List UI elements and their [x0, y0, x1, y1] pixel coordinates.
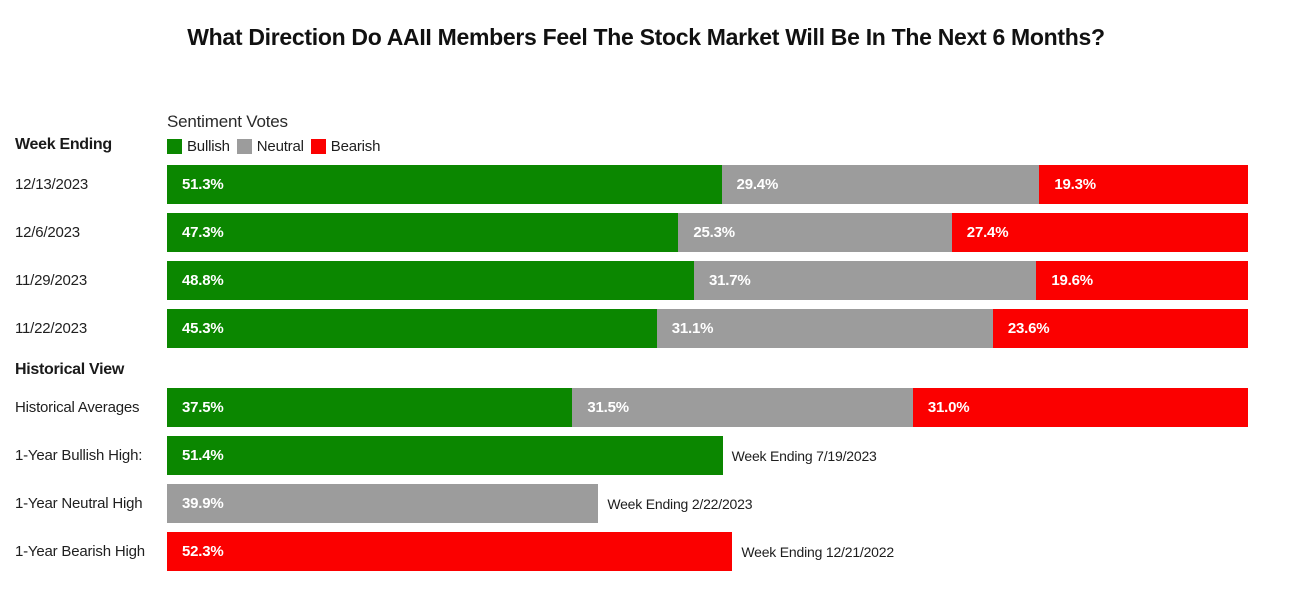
- legend-label: Neutral: [256, 137, 304, 155]
- neutral-bar-segment: 31.7%: [694, 261, 1037, 300]
- row-label-cell: 12/6/2023: [0, 224, 167, 242]
- chart-subtitle: Sentiment Votes: [167, 112, 288, 131]
- bearish-bar-segment: 19.3%: [1039, 165, 1248, 204]
- bar-value-label: 19.6%: [1051, 272, 1093, 289]
- row-label: 11/22/2023: [15, 319, 87, 337]
- bearish-bar-segment: 52.3%: [167, 532, 733, 571]
- bar-value-label: 27.4%: [966, 224, 1009, 241]
- bar-note: Week Ending 2/22/2023: [607, 495, 753, 512]
- bearish-bar-segment: 27.4%: [951, 213, 1248, 252]
- row-label: 12/6/2023: [15, 223, 80, 241]
- sentiment-bar-row: 12/6/2023 47.3% 25.3% 27.4%: [0, 213, 1248, 252]
- row-label-cell: 1-Year Bullish High:: [0, 447, 167, 465]
- single-bar: 52.3% Week Ending 12/21/2022: [167, 532, 1248, 571]
- bullish-bar-segment: 47.3%: [167, 213, 679, 252]
- historical-view-label: Historical View: [15, 361, 125, 378]
- neutral-bar-segment: 25.3%: [678, 213, 952, 252]
- bar-value-label: 29.4%: [736, 176, 779, 193]
- week-ending-header-cell: Week Ending: [0, 110, 167, 157]
- sentiment-bar-row: 11/29/2023 48.8% 31.7% 19.6%: [0, 261, 1248, 300]
- bearish-bar-segment: 23.6%: [992, 309, 1248, 348]
- chart-header: Week Ending Sentiment Votes Bullish Neutr…: [0, 110, 1248, 157]
- stacked-bar: 47.3% 25.3% 27.4%: [167, 213, 1248, 252]
- bar-value-label: 48.8%: [182, 272, 224, 289]
- bar-value-label: 31.5%: [587, 399, 629, 416]
- historical-view-header: Historical View: [0, 360, 1248, 380]
- neutral-bar-segment: 31.1%: [656, 309, 993, 348]
- bullish-swatch-icon: [167, 138, 182, 154]
- bar-value-label: 51.3%: [182, 176, 224, 193]
- historical-rows-group: Historical Averages 37.5% 31.5% 31.0%: [0, 388, 1248, 427]
- stacked-bar: 48.8% 31.7% 19.6%: [167, 261, 1248, 300]
- bullish-bar-segment: 48.8%: [167, 261, 694, 300]
- row-label: 1-Year Bearish High: [15, 542, 145, 560]
- neutral-bar-segment: 39.9%: [167, 484, 599, 523]
- legend-item-bearish: Bearish: [310, 137, 381, 155]
- bar-value-label: 31.1%: [671, 320, 714, 337]
- row-label: 11/29/2023: [15, 271, 87, 289]
- bar-note: Week Ending 7/19/2023: [731, 447, 877, 464]
- legend-label: Bullish: [187, 137, 230, 155]
- extreme-bar-row: 1-Year Bullish High: 51.4% Week Ending 7/1…: [0, 436, 1248, 475]
- row-label-cell: 11/22/2023: [0, 320, 167, 338]
- bullish-bar-segment: 45.3%: [167, 309, 657, 348]
- legend-item-neutral: Neutral: [236, 137, 304, 155]
- bar-value-label: 51.4%: [182, 447, 224, 464]
- legend-area: Sentiment Votes Bullish Neutral Bearish: [167, 110, 1248, 157]
- row-label: 12/13/2023: [15, 175, 89, 193]
- bar-value-label: 39.9%: [182, 495, 224, 512]
- legend-item-bullish: Bullish: [167, 138, 230, 155]
- single-bar: 39.9% Week Ending 2/22/2023: [167, 484, 1248, 523]
- sentiment-bar-row: 12/13/2023 51.3% 29.4% 19.3%: [0, 165, 1248, 204]
- sentiment-bar-row: 11/22/2023 45.3% 31.1% 23.6%: [0, 309, 1248, 348]
- week-ending-label: Week Ending: [15, 136, 112, 153]
- chart-legend: Bullish Neutral Bearish: [167, 135, 1248, 157]
- single-bar: 51.4% Week Ending 7/19/2023: [167, 436, 1248, 475]
- stacked-bar: 45.3% 31.1% 23.6%: [167, 309, 1248, 348]
- bar-value-label: 19.3%: [1054, 176, 1096, 193]
- bar-note: Week Ending 12/21/2022: [741, 543, 894, 560]
- weekly-rows-group: 12/13/2023 51.3% 29.4% 19.3% 12/6/2023 47.3% 2…: [0, 165, 1248, 348]
- bar-value-label: 52.3%: [182, 543, 224, 560]
- row-label-cell: 1-Year Bearish High: [0, 543, 167, 561]
- sentiment-chart: Week Ending Sentiment Votes Bullish Neutr…: [0, 110, 1248, 571]
- stacked-bar: 51.3% 29.4% 19.3%: [167, 165, 1248, 204]
- bullish-bar-segment: 37.5%: [167, 388, 573, 427]
- stacked-bar: 37.5% 31.5% 31.0%: [167, 388, 1248, 427]
- row-label-cell: 12/13/2023: [0, 176, 167, 194]
- bar-value-label: 31.7%: [709, 272, 751, 289]
- bar-value-label: 47.3%: [182, 224, 224, 241]
- bar-value-label: 45.3%: [182, 320, 224, 337]
- bar-value-label: 25.3%: [693, 224, 735, 241]
- bearish-swatch-icon: [310, 138, 326, 154]
- bar-value-label: 23.6%: [1007, 320, 1050, 337]
- row-label: Historical Averages: [15, 398, 140, 416]
- extreme-bar-row: 1-Year Bearish High 52.3% Week Ending 12/2…: [0, 532, 1248, 571]
- row-label-cell: Historical Averages: [0, 399, 167, 417]
- row-label: 1-Year Bullish High:: [15, 446, 143, 464]
- bearish-bar-segment: 19.6%: [1036, 261, 1248, 300]
- bearish-bar-segment: 31.0%: [912, 388, 1248, 427]
- bar-value-label: 37.5%: [182, 399, 224, 416]
- page-title: What Direction Do AAII Members Feel The …: [187, 24, 1105, 50]
- neutral-bar-segment: 29.4%: [721, 165, 1040, 204]
- sentiment-bar-row: Historical Averages 37.5% 31.5% 31.0%: [0, 388, 1248, 427]
- row-label: 1-Year Neutral High: [15, 494, 143, 512]
- neutral-bar-segment: 31.5%: [572, 388, 913, 427]
- bullish-bar-segment: 51.4%: [167, 436, 723, 475]
- neutral-swatch-icon: [236, 138, 252, 154]
- bullish-bar-segment: 51.3%: [167, 165, 722, 204]
- extreme-bar-row: 1-Year Neutral High 39.9% Week Ending 2/22…: [0, 484, 1248, 523]
- row-label-cell: 1-Year Neutral High: [0, 495, 167, 513]
- legend-label: Bearish: [330, 137, 381, 155]
- row-label-cell: 11/29/2023: [0, 272, 167, 290]
- extreme-rows-group: 1-Year Bullish High: 51.4% Week Ending 7/1…: [0, 436, 1248, 571]
- bar-value-label: 31.0%: [927, 399, 970, 416]
